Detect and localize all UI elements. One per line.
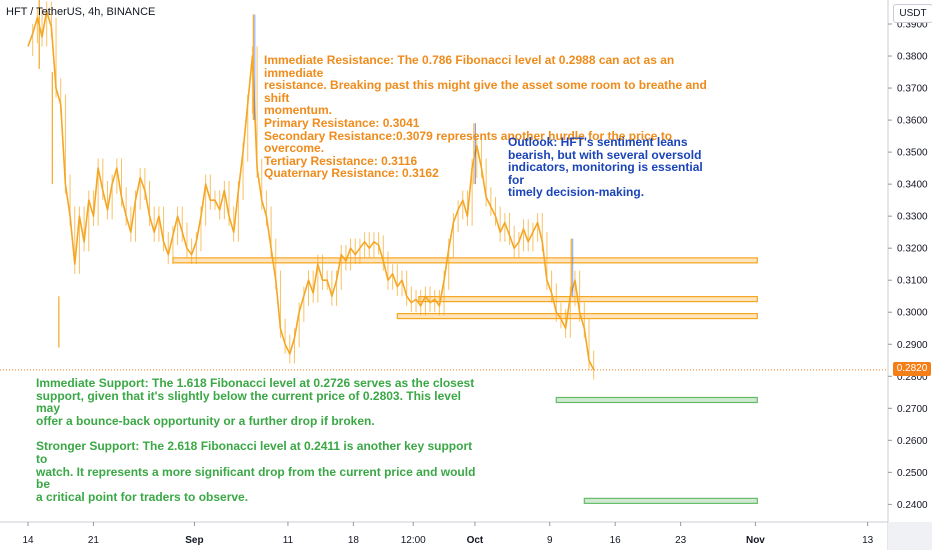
axis-corner: [888, 522, 932, 550]
x-tick-label: 12:00: [401, 535, 426, 546]
outlook-note-line: bearish, but with several oversold: [508, 147, 702, 162]
y-tick-label: 0.3500: [897, 148, 928, 159]
support-note: Immediate Support: The 1.618 Fibonacci l…: [36, 377, 484, 503]
support-note-line: watch. It represents a more significant …: [36, 464, 476, 492]
current-price-badge: 0.2820: [893, 362, 931, 376]
y-tick-label: 0.2600: [897, 436, 928, 447]
y-tick-label: 0.3000: [897, 308, 928, 319]
x-tick-label: 16: [610, 535, 622, 546]
x-tick-label: Sep: [185, 535, 203, 546]
support-note-line: support, given that it's slightly below …: [36, 388, 461, 416]
resistance-note: Immediate Resistance: The 0.786 Fibonacc…: [264, 54, 734, 180]
x-tick-label: Nov: [746, 535, 765, 546]
support-note-line: Immediate Support: The 1.618 Fibonacci l…: [36, 376, 475, 390]
x-tick-label: 9: [547, 535, 553, 546]
x-tick-label: 23: [675, 535, 687, 546]
resistance-note-line: Tertiary Resistance: 0.3116: [264, 153, 418, 168]
resistance-note-line: Immediate Resistance: The 0.786 Fibonacc…: [264, 53, 675, 80]
outlook-note-line: indicators, monitoring is essential for: [508, 160, 703, 187]
resistance-zone[interactable]: [396, 312, 758, 320]
support-note-line: Stronger Support: The 2.618 Fibonacci le…: [36, 439, 473, 466]
resistance-note-line: Primary Resistance: 0.3041: [264, 115, 420, 130]
axis-unit-button[interactable]: USDT: [893, 4, 932, 23]
y-tick-label: 0.3400: [897, 180, 928, 191]
x-tick-label: 11: [283, 535, 294, 546]
outlook-note-line: timely decision-making.: [508, 185, 645, 200]
y-tick-label: 0.3600: [897, 116, 928, 127]
y-tick-label: 0.3300: [897, 212, 928, 223]
support-zone[interactable]: [583, 497, 758, 504]
support-note-line: a critical point for traders to observe.: [36, 489, 249, 504]
y-tick-label: 0.3700: [897, 84, 928, 95]
outlook-note: Outlook: HFT's sentiment leans bearish, …: [508, 136, 722, 199]
y-tick-label: 0.3900: [897, 20, 928, 31]
y-tick-label: 0.3100: [897, 276, 928, 287]
x-tick-label: Oct: [467, 535, 484, 546]
x-tick-label: 21: [88, 535, 100, 546]
resistance-note-line: Secondary Resistance:0.3079 represents a…: [264, 128, 673, 156]
resistance-zone[interactable]: [418, 296, 758, 303]
y-tick-label: 0.2800: [897, 372, 928, 383]
support-zone[interactable]: [555, 396, 758, 404]
resistance-note-line: momentum.: [264, 103, 333, 118]
symbol-title: HFT / TetherUS, 4h, BINANCE: [6, 6, 156, 18]
y-tick-label: 0.2500: [897, 468, 928, 479]
y-tick-label: 0.2400: [897, 500, 928, 511]
resistance-zone[interactable]: [172, 257, 758, 264]
x-tick-label: 18: [348, 535, 360, 546]
x-tick-label: 13: [862, 535, 874, 546]
y-tick-label: 0.3800: [897, 52, 928, 63]
y-tick-label: 0.2900: [897, 340, 928, 351]
outlook-note-line: Outlook: HFT's sentiment leans: [508, 135, 688, 149]
x-tick-label: 14: [22, 535, 34, 546]
resistance-note-line: resistance. Breaking past this might giv…: [264, 78, 707, 105]
price-series-line: [27, 10, 595, 371]
y-tick-label: 0.3200: [897, 244, 928, 255]
y-tick-label: 0.2700: [897, 404, 928, 415]
resistance-note-line: Quaternary Resistance: 0.3162: [264, 166, 439, 181]
support-note-line: offer a bounce-back opportunity or a fur…: [36, 413, 375, 428]
